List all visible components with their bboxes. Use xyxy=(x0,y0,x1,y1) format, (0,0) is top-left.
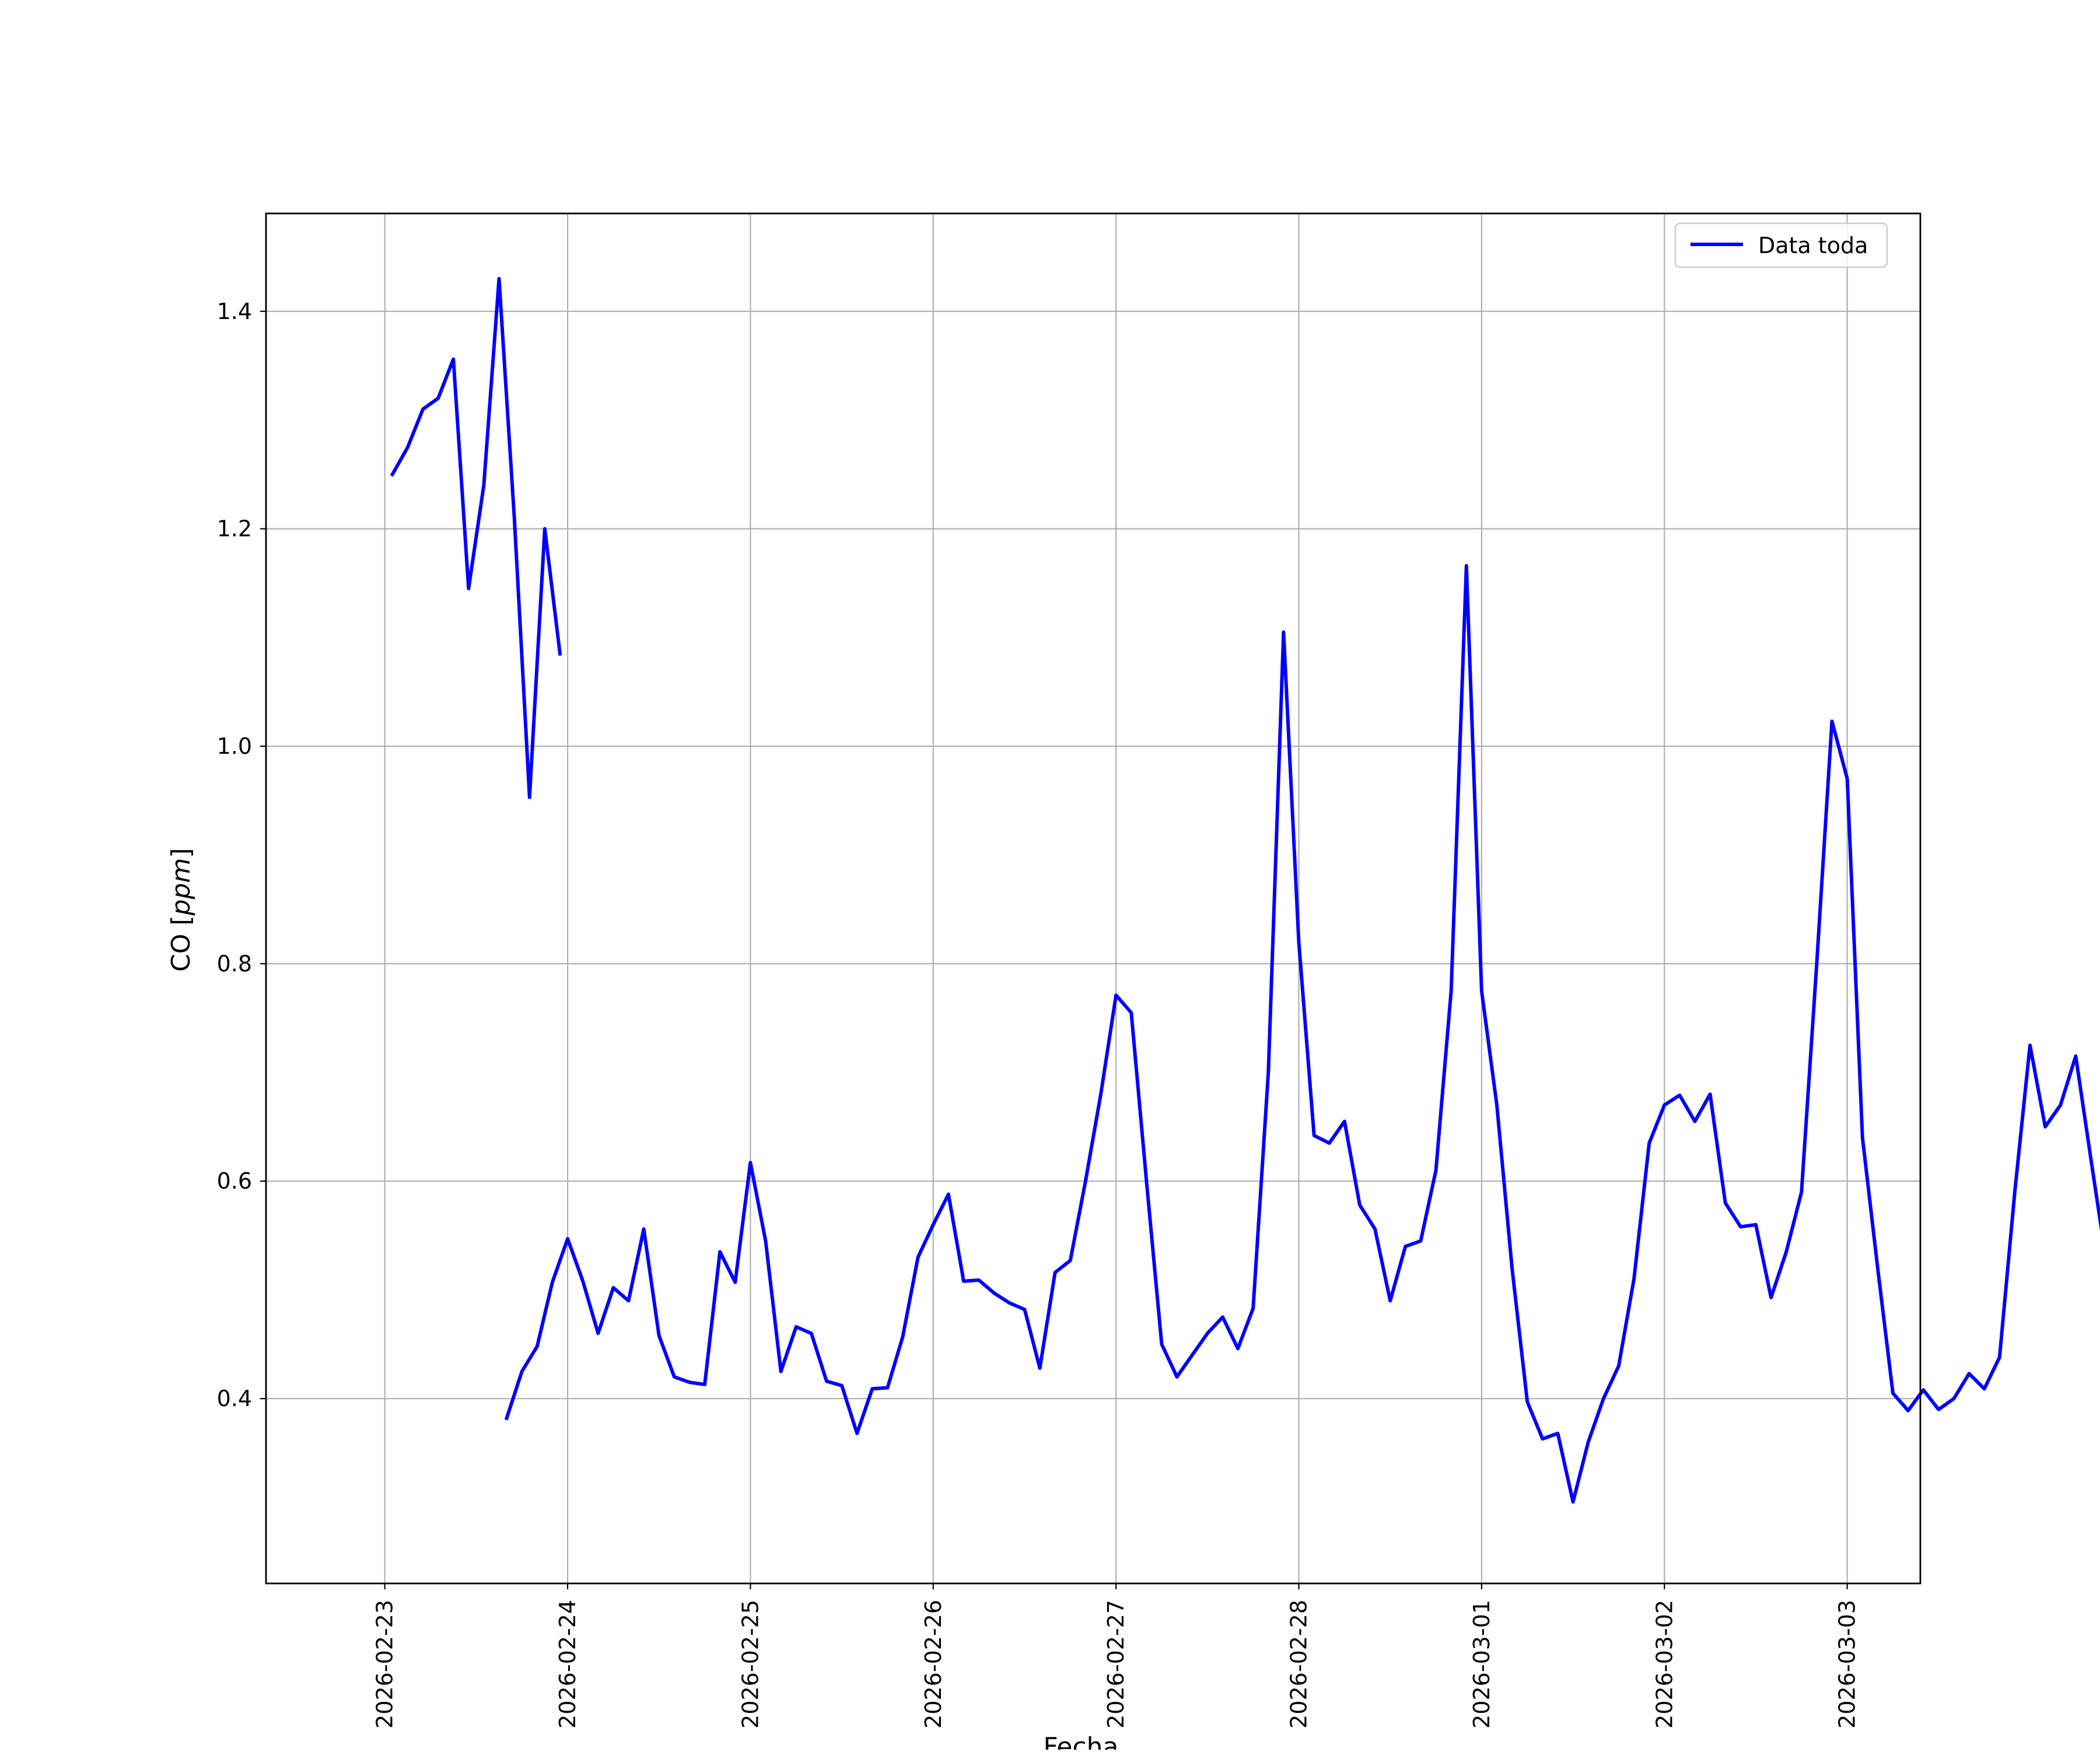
series-line-segment-2 xyxy=(504,564,2100,1504)
grid-lines xyxy=(266,213,1920,1583)
x-tick-label: 2026-03-03 xyxy=(1835,1600,1860,1729)
x-tick-label: 2026-03-02 xyxy=(1651,1600,1677,1729)
y-axis-label: CO [ppm] xyxy=(166,848,196,972)
x-tick-label: 2026-03-01 xyxy=(1469,1600,1494,1729)
x-tick-label: 2026-02-24 xyxy=(555,1600,580,1729)
y-tick-label: 1.4 xyxy=(217,299,252,324)
y-tick-label: 0.8 xyxy=(217,951,252,976)
x-tick-label: 2026-02-26 xyxy=(921,1600,946,1729)
legend: Data toda xyxy=(1674,222,1888,268)
x-tick-label: 2026-02-27 xyxy=(1103,1600,1129,1729)
plot-frame xyxy=(265,212,1922,1585)
x-axis: 2026-02-23 2026-02-24 2026-02-25 2026-02-26… xyxy=(372,1583,1860,1729)
y-tick-label: 0.4 xyxy=(217,1386,252,1411)
y-axis: 0.4 0.6 0.8 1.0 1.2 1.4 xyxy=(217,299,266,1411)
y-tick-label: 1.2 xyxy=(217,516,252,542)
y-axis-label-prefix: CO [ xyxy=(166,916,196,972)
y-axis-label-unit: ppm xyxy=(166,858,196,916)
x-tick-label: 2026-02-28 xyxy=(1286,1600,1312,1729)
y-tick-label: 0.6 xyxy=(217,1168,252,1194)
x-tick-label: 2026-02-25 xyxy=(737,1600,763,1729)
y-tick-label: 1.0 xyxy=(217,734,252,759)
y-axis-label-suffix: ] xyxy=(166,848,196,858)
x-axis-label: Fecha xyxy=(1043,1732,1118,1750)
x-tick-label: 2026-02-23 xyxy=(372,1600,398,1729)
legend-box xyxy=(1674,222,1888,268)
series-line-segment-1 xyxy=(390,276,562,800)
legend-entry-label: Data toda xyxy=(1758,233,1868,258)
series-layer xyxy=(390,276,2100,1504)
